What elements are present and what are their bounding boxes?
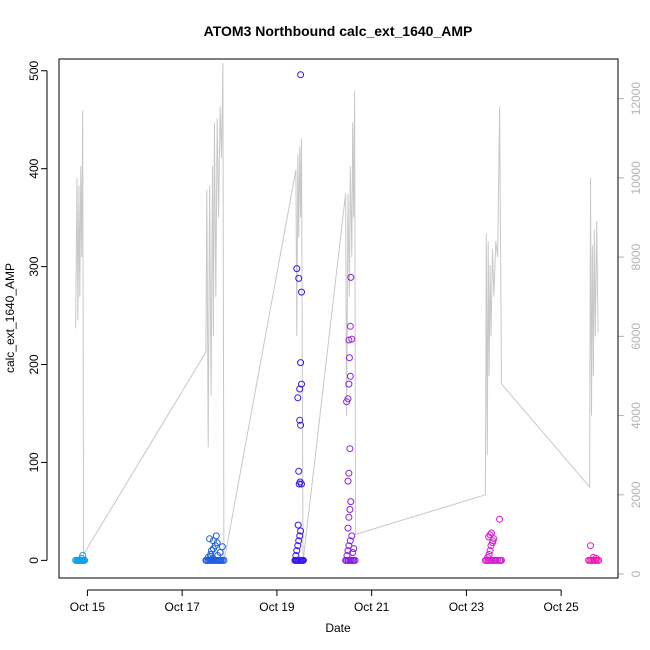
data-point [346, 372, 354, 380]
x-tick-label: Oct 21 [354, 600, 390, 614]
data-point [344, 477, 352, 485]
data-point [298, 380, 305, 388]
data-point [485, 551, 493, 558]
secondary-line-layer [75, 62, 599, 563]
x-tick-label: Oct 25 [543, 600, 579, 614]
data-point [297, 71, 305, 79]
plot-frame [58, 58, 619, 579]
x-tick-label: Oct 23 [449, 600, 485, 614]
y2-tick-label: 2000 [629, 481, 643, 508]
data-point [345, 469, 353, 477]
data-point [297, 359, 305, 367]
data-point [494, 556, 502, 564]
data-point [486, 547, 494, 555]
data-point [213, 539, 221, 547]
data-point [347, 498, 355, 506]
data-point [498, 556, 505, 564]
data-point [297, 527, 305, 535]
data-point [78, 554, 86, 562]
data-point [488, 529, 495, 537]
y2-tick-label: 6000 [629, 323, 643, 350]
data-point [343, 552, 351, 559]
data-point [209, 554, 217, 562]
data-point [348, 532, 356, 540]
y-axis-title: calc_ext_1640_AMP [3, 263, 17, 373]
y-tick-label: 500 [27, 60, 41, 80]
y-tick-label: 300 [27, 256, 41, 276]
data-point [206, 535, 214, 543]
y-tick-label: 200 [27, 354, 41, 374]
data-point [293, 547, 301, 555]
data-point [344, 524, 352, 532]
data-point [298, 480, 305, 488]
data-point [294, 521, 302, 529]
x-axis-title: Date [325, 621, 351, 635]
data-point [220, 556, 228, 564]
secondary-series-line [75, 62, 599, 563]
y2-tick-label: 8000 [629, 243, 643, 270]
data-point [347, 273, 355, 281]
data-point [344, 395, 352, 403]
data-point [212, 532, 220, 540]
data-point [349, 549, 357, 556]
y-tick-label: 0 [27, 557, 41, 564]
data-point [296, 478, 304, 486]
scatter-point-layer [72, 71, 603, 564]
data-point [294, 394, 302, 402]
data-point [298, 288, 305, 296]
data-point [346, 322, 354, 330]
x-tick-label: Oct 17 [164, 600, 200, 614]
data-point [350, 545, 358, 553]
data-point [293, 265, 301, 273]
y2-tick-label: 12000 [629, 82, 643, 116]
data-point [346, 445, 354, 453]
data-point [345, 380, 353, 388]
data-point [296, 385, 304, 393]
data-point [292, 552, 300, 559]
data-point [295, 537, 303, 545]
axes-layer: Oct 15 Oct 17 Oct 19 Oct 21 Oct 23 Oct 25 0 100… [27, 60, 643, 613]
data-point [295, 274, 303, 282]
data-point [351, 556, 359, 564]
chart-title: ATOM3 Northbound calc_ext_1640_AMP [204, 23, 473, 39]
data-point [592, 554, 600, 562]
data-point [486, 531, 494, 539]
y-tick-label: 400 [27, 158, 41, 178]
data-point [496, 515, 504, 523]
y2-tick-label: 4000 [629, 402, 643, 429]
y-tick-label: 100 [27, 452, 41, 472]
data-point [295, 467, 303, 475]
data-point [346, 506, 354, 513]
y2-tick-label: 10000 [629, 161, 643, 195]
data-point [348, 335, 356, 343]
data-point [489, 537, 497, 545]
data-point [345, 336, 353, 344]
data-point [79, 552, 87, 559]
data-point [218, 543, 226, 551]
x-tick-label: Oct 19 [259, 600, 295, 614]
data-point [297, 421, 305, 429]
y2-tick-label: 0 [629, 570, 643, 577]
data-point [345, 513, 353, 521]
data-point [296, 532, 304, 540]
data-point [345, 354, 353, 362]
data-point [294, 542, 302, 550]
x-tick-label: Oct 15 [70, 600, 106, 614]
data-point [587, 542, 594, 550]
data-point [296, 416, 304, 424]
data-point [346, 537, 354, 545]
data-point [299, 556, 307, 564]
